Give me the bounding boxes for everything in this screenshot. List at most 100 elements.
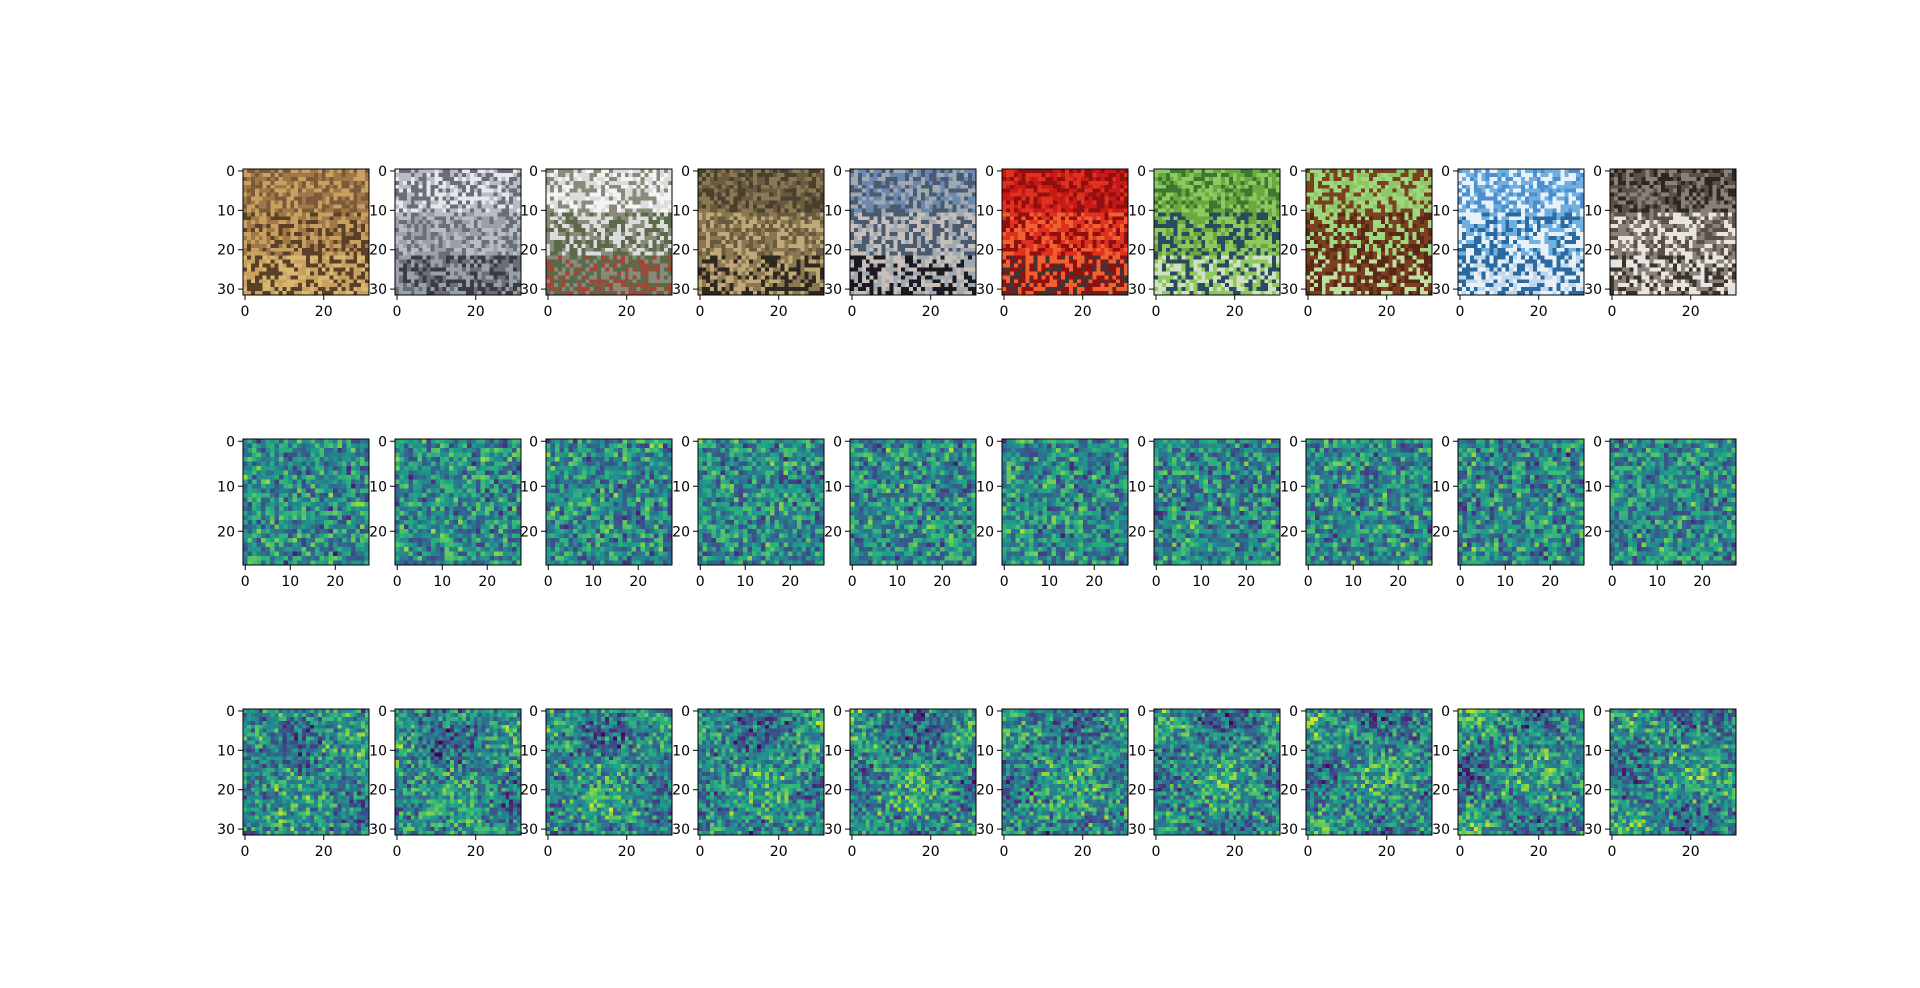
axes-frame [1609,708,1737,836]
y-tick-label: 10 [1128,203,1146,219]
y-tick-label: 20 [1584,783,1602,799]
x-tick-label: 10 [888,574,906,590]
x-tick-label: 0 [1456,574,1465,590]
y-tick-label: 10 [824,743,842,759]
x-tick-label: 0 [1152,304,1161,320]
y-tick-label: 20 [217,524,235,540]
y-tick-label: 0 [985,704,994,720]
subplot-reconstructions-7: 0 20 0 10 20 30 [1128,704,1281,860]
image-pixels [1306,709,1433,836]
y-tick-label: 30 [1128,822,1146,838]
x-tick-label: 20 [770,844,788,860]
y-tick-label: 20 [1280,783,1298,799]
x-tick-label: 20 [1074,304,1092,320]
y-tick-label: 20 [217,243,235,259]
x-tick-label: 20 [933,574,951,590]
y-tick-label: 20 [1432,243,1450,259]
y-tick-label: 30 [369,822,387,838]
y-tick-label: 0 [1593,164,1602,180]
axes-frame [242,708,370,836]
row-noise-maps: 0 10 20 0 10 20 0 10 20 0 10 20 0 10 20 0 10 20 0 10 20 0 10 20… [217,434,1737,590]
x-tick-label: 20 [1378,844,1396,860]
subplot-original-images-8: 0 20 0 10 20 30 [1280,164,1433,320]
y-tick-label: 0 [681,164,690,180]
y-tick-label: 0 [1289,434,1298,450]
x-tick-label: 0 [1608,574,1617,590]
x-tick-label: 20 [770,304,788,320]
y-tick-label: 20 [369,524,387,540]
y-tick-label: 30 [1432,282,1450,298]
image-pixels [1306,439,1433,566]
x-tick-label: 10 [1344,574,1362,590]
x-tick-label: 0 [1000,844,1009,860]
y-tick-label: 10 [1584,743,1602,759]
x-tick-label: 20 [1237,574,1255,590]
y-tick-label: 20 [1280,524,1298,540]
y-tick-label: 20 [1432,524,1450,540]
y-tick-label: 10 [1584,479,1602,495]
axes-frame [242,438,370,566]
y-tick-label: 20 [1584,524,1602,540]
x-tick-label: 20 [1378,304,1396,320]
y-tick-label: 0 [681,704,690,720]
axes-frame [545,438,673,566]
y-tick-label: 20 [1128,783,1146,799]
x-tick-label: 20 [629,574,647,590]
x-tick-label: 20 [922,844,940,860]
x-tick-label: 0 [1152,844,1161,860]
image-pixels [1002,169,1129,296]
x-tick-label: 10 [1192,574,1210,590]
y-tick-label: 10 [976,743,994,759]
y-tick-label: 10 [672,743,690,759]
y-tick-label: 10 [672,203,690,219]
image-pixels [1306,169,1433,296]
axes-frame [697,708,825,836]
x-tick-label: 20 [315,844,333,860]
x-tick-label: 20 [315,304,333,320]
y-tick-label: 20 [369,243,387,259]
y-tick-label: 30 [1584,282,1602,298]
y-tick-label: 0 [1441,704,1450,720]
y-tick-label: 10 [217,479,235,495]
x-tick-label: 0 [1304,304,1313,320]
x-tick-label: 0 [544,304,553,320]
image-pixels [546,169,673,296]
x-tick-label: 20 [1682,844,1700,860]
y-tick-label: 20 [824,243,842,259]
image-pixels [1458,169,1585,296]
y-tick-label: 0 [529,434,538,450]
y-tick-label: 10 [369,743,387,759]
x-tick-label: 10 [281,574,299,590]
y-tick-label: 20 [520,524,538,540]
y-tick-label: 0 [1137,164,1146,180]
y-tick-label: 0 [378,164,387,180]
y-tick-label: 0 [833,164,842,180]
x-tick-label: 0 [848,304,857,320]
image-pixels [1154,709,1281,836]
x-tick-label: 20 [1074,844,1092,860]
x-tick-label: 20 [326,574,344,590]
y-tick-label: 10 [217,743,235,759]
y-tick-label: 30 [369,282,387,298]
y-tick-label: 10 [1128,743,1146,759]
y-tick-label: 10 [976,479,994,495]
subplot-noise-maps-9: 0 10 20 0 10 20 [1432,434,1585,590]
y-tick-label: 30 [217,822,235,838]
y-tick-label: 30 [1280,822,1298,838]
y-tick-label: 0 [226,164,235,180]
image-pixels [243,439,370,566]
image-pixels [546,709,673,836]
y-tick-label: 10 [976,203,994,219]
subplot-grid: 0 20 0 10 20 30 0 20 0 10 20 30 0 20 0 10 20 30 0 20 0 10 20 30… [217,164,1737,860]
subplot-noise-maps-2: 0 10 20 0 10 20 [369,434,522,590]
x-tick-label: 0 [393,844,402,860]
axes-frame [1001,438,1129,566]
y-tick-label: 0 [1441,434,1450,450]
image-pixels [698,169,825,296]
image-pixels [1610,709,1737,836]
subplot-original-images-2: 0 20 0 10 20 30 [369,164,522,320]
axes-frame [1609,438,1737,566]
subplot-noise-maps-4: 0 10 20 0 10 20 [672,434,825,590]
x-tick-label: 0 [848,844,857,860]
